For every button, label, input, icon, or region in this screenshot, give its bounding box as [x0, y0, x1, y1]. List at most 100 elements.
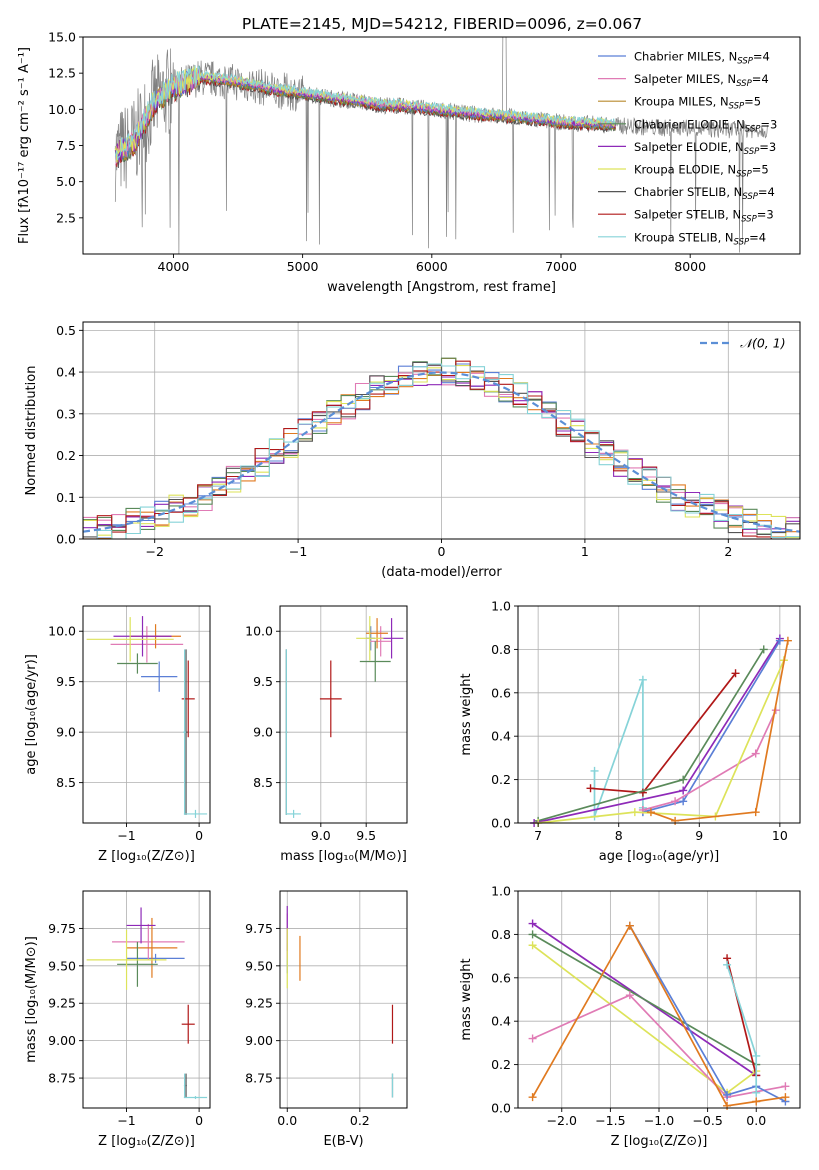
massweight_vs_z-ytick-label: 1.0: [491, 884, 511, 899]
age_vs_mass-ytick-label: 10.0: [245, 624, 273, 639]
mass-weight-marker: [630, 808, 639, 817]
plots-layer: 4000 5000 6000 7000 80002.55.07.510.012.515.…: [17, 30, 801, 1149]
mass-weight-series-line: [629, 925, 786, 1103]
massweight_vs_age-spines: [517, 605, 801, 824]
massweight_vs_age-ytick-label: 0.2: [491, 772, 511, 787]
mass_vs_z-ytick-label: 9.50: [48, 958, 76, 973]
mass_vs_z-plot-area: [83, 891, 210, 1108]
mass-weight-marker: [752, 1097, 761, 1106]
massweight_vs_z-ytick-label: 0.6: [491, 970, 511, 985]
age_vs_z-ytick-label: 9.0: [56, 725, 76, 740]
residuals-frame: −2 −1 0 1 2 0.0 0.1 0.2 0.3 0.4 0.5 (data-model)/er…: [24, 321, 801, 580]
massweight_vs_age-ylabel: mass weight: [459, 673, 474, 755]
mass_vs_z-frame: −1 0 8.75 9.00 9.25 9.50 9.75 Z [log₁₀(Z/Z⊙)] ma…: [24, 890, 211, 1149]
residuals-xtick-label: −2: [145, 544, 163, 559]
age_vs_mass-xtick-label: 9.5: [356, 828, 376, 843]
spectrum-xtick-label: 5000: [287, 259, 319, 274]
spectrum-frame: 4000 5000 6000 7000 8000 2.5 5.0 7.5 10.0 12.5 15.…: [17, 30, 801, 295]
age_vs_mass-axes: [280, 606, 407, 823]
age_vs_z-xtick-label: 0: [195, 828, 203, 843]
massweight_vs_z-ytick-label: 0.4: [491, 1014, 511, 1029]
figure-title: PLATE=2145, MJD=54212, FIBERID=0096, z=0…: [242, 15, 642, 33]
mass_vs_z-ytick-label: 8.75: [48, 1071, 76, 1086]
legend-label: Salpeter MILES, NSSP=4: [634, 72, 769, 89]
spectrum-ytick-label: 12.5: [48, 66, 76, 81]
massweight_vs_z-xtick-label: −0.5: [692, 1113, 722, 1128]
mass-weight-marker: [625, 991, 634, 1000]
age_vs_mass-ytick-label: 9.5: [253, 674, 273, 689]
massweight_vs_z-ylabel: mass weight: [459, 958, 474, 1040]
mass_vs_ebv-xtick-label: 0.0: [277, 1113, 297, 1128]
residuals-ytick-label: 0.4: [56, 365, 76, 380]
mass_vs_ebv-xlabel: E(B-V): [323, 1134, 363, 1149]
mass_vs_z-ytick-label: 9.75: [48, 921, 76, 936]
mass-weight-series-line: [532, 933, 757, 1066]
age_vs_z-errorbars: [86, 616, 208, 818]
age_vs_mass-errorbars: [285, 616, 404, 818]
residuals-xtick-label: 2: [724, 544, 732, 559]
mass-weight-marker: [723, 960, 732, 969]
mass_vs_ebv-errorbars: [286, 905, 394, 1098]
massweight_vs_age-lines: [530, 634, 792, 827]
mass-weight-marker: [679, 775, 688, 784]
mass_vs_ebv-ytick-label: 8.75: [245, 1071, 273, 1086]
age_vs_mass-plot-area: [280, 606, 407, 823]
spectrum-ytick-label: 10.0: [48, 102, 76, 117]
mass_vs_z-ytick-label: 9.00: [48, 1033, 76, 1048]
massweight_vs_age-frame: 7 8 9 10 0.0 0.2 0.4 0.6 0.8 1.0 age [log₁₀(age/yr…: [459, 599, 801, 864]
massweight_vs_z-frame: −2.0 −1.5 −1.0 −0.5 0.0 0.0 0.2 0.4 0.6 0.8 1.0 Z […: [459, 884, 801, 1149]
massweight_vs_z-ytick-label: 0.2: [491, 1057, 511, 1072]
age_vs_mass-frame: 9.0 9.5 8.5 9.0 9.5 10.0 mass [log₁₀(M/M⊙)]: [245, 605, 408, 864]
massweight_vs_age-ytick-label: 0.0: [491, 816, 511, 831]
mass-weight-marker: [751, 808, 760, 817]
residual-steps: [83, 357, 800, 539]
massweight_vs_age-xtick-label: 9: [695, 828, 703, 843]
age_vs_z-ytick-label: 10.0: [48, 624, 76, 639]
mass-weight-marker: [752, 1051, 761, 1060]
spectrum-xtick-label: 6000: [416, 259, 448, 274]
mass-weight-marker: [638, 675, 647, 684]
spectrum-ylabel: Flux [fλ10⁻¹⁷ erg cm⁻² s⁻¹ A⁻¹]: [17, 47, 32, 244]
residuals-xtick-label: 0: [438, 544, 446, 559]
spectrum-xtick-label: 4000: [158, 259, 190, 274]
residuals-ytick-label: 0.3: [56, 406, 76, 421]
residuals-xlabel: (data-model)/error: [381, 565, 502, 580]
legend-label: Salpeter STELIB, NSSP=3: [634, 208, 774, 225]
spectrum-ytick-label: 15.0: [48, 30, 76, 45]
mass-weight-marker: [781, 1082, 790, 1091]
massweight_vs_z-xtick-label: 0.0: [746, 1113, 766, 1128]
mass_vs_ebv-spines: [279, 890, 408, 1109]
mass-weight-marker: [625, 921, 634, 930]
massweight_vs_z-xtick-label: −1.0: [644, 1113, 674, 1128]
mass_vs_ebv-plot-area: [280, 891, 407, 1108]
mass-weight-marker: [679, 786, 688, 795]
mass-weight-marker: [679, 797, 688, 806]
mass-weight-marker: [752, 1088, 761, 1097]
age_vs_z-spines: [82, 605, 211, 824]
mass_vs_z-spines: [82, 890, 211, 1109]
massweight_vs_z-xtick-label: −1.5: [595, 1113, 625, 1128]
spectrum-xtick-label: 7000: [545, 259, 577, 274]
legend-label: Kroupa STELIB, NSSP=4: [634, 230, 766, 247]
massweight_vs_age-xlabel: age [log₁₀(age/yr)]: [599, 849, 720, 864]
age_vs_mass-ytick-label: 8.5: [253, 775, 273, 790]
mass-weight-marker: [528, 919, 537, 928]
residuals-xtick-label: −1: [289, 544, 307, 559]
massweight_vs_z-ytick-label: 0.8: [491, 927, 511, 942]
mass_vs_z-errorbars: [86, 907, 208, 1100]
age_vs_z-ytick-label: 9.5: [56, 674, 76, 689]
mass-weight-marker: [528, 1093, 537, 1102]
mass-weight-marker: [671, 797, 680, 806]
mass-weight-marker: [759, 645, 768, 654]
age_vs_z-ytick-label: 8.5: [56, 775, 76, 790]
age_vs_mass-spines: [279, 605, 408, 824]
massweight_vs_age-xtick-label: 10: [772, 828, 788, 843]
spectrum-traces: [114, 37, 768, 254]
massweight_vs_z-xlabel: Z [log₁₀(Z/Z⊙)]: [611, 1134, 708, 1149]
residuals-ytick-label: 0.2: [56, 448, 76, 463]
mass_vs_z-xtick-label: 0: [195, 1113, 203, 1128]
spectrum-ytick-label: 7.5: [56, 138, 76, 153]
residual-histogram-step: [83, 363, 800, 539]
mass_vs_z-xtick-label: −1: [117, 1113, 135, 1128]
massweight_vs_age-ytick-label: 0.8: [491, 642, 511, 657]
